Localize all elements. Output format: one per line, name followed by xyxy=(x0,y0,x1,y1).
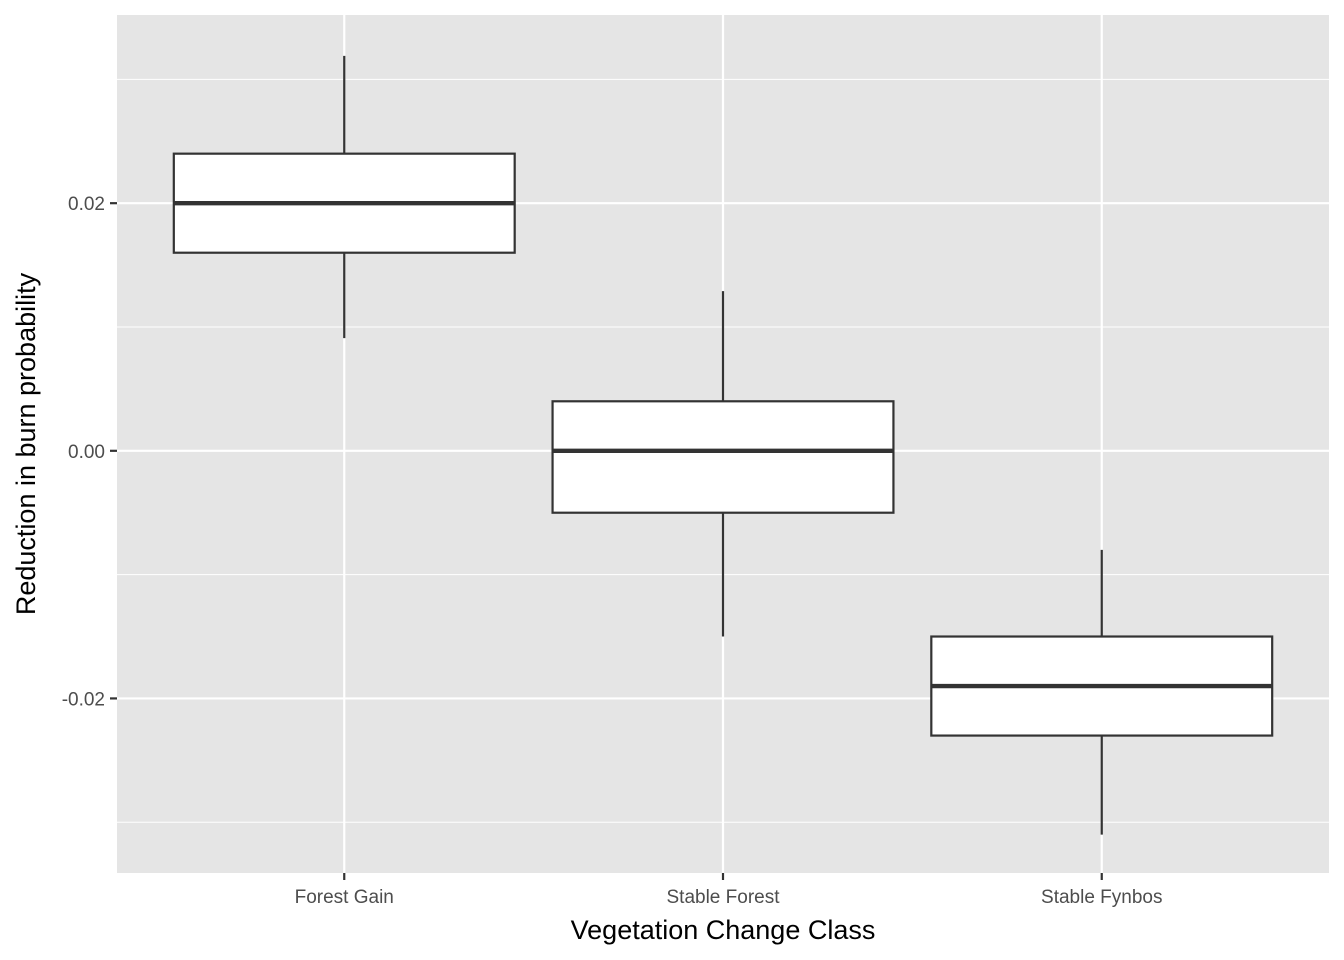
boxes xyxy=(172,55,1274,835)
y-axis-title: Reduction in burn probability xyxy=(11,272,41,615)
y-axis: -0.02 0.00 0.02 xyxy=(62,194,117,710)
x-tick-label: Stable Forest xyxy=(667,887,781,908)
y-tick-label: -0.02 xyxy=(62,689,105,710)
box-iqr xyxy=(551,400,895,514)
y-tick-label: 0.02 xyxy=(68,194,105,215)
x-axis: Forest Gain Stable Forest Stable Fynbos xyxy=(295,873,1162,908)
x-axis-title: Vegetation Change Class xyxy=(571,915,876,945)
box-1 xyxy=(172,55,516,339)
box-2 xyxy=(551,291,895,637)
box-3 xyxy=(930,549,1274,835)
x-tick-label: Stable Fynbos xyxy=(1041,887,1162,908)
y-tick-label: 0.00 xyxy=(68,442,105,463)
x-tick-label: Forest Gain xyxy=(295,887,394,908)
